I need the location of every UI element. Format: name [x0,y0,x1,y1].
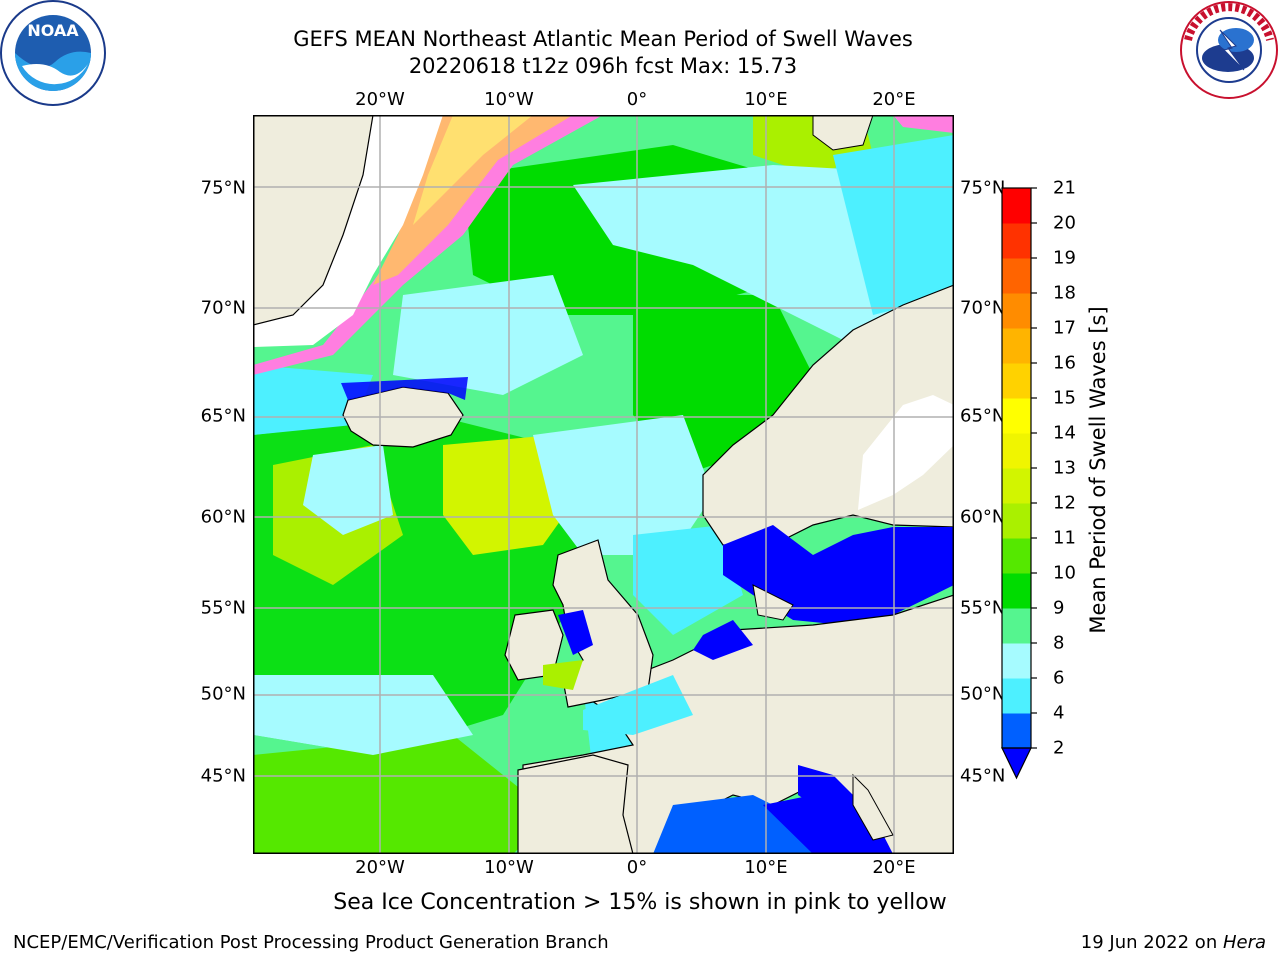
colorbar-band [1002,643,1031,679]
colorbar-tick-label: 12 [1053,492,1076,514]
lat-label-left-75n: 75°N [200,177,246,199]
lat-label-right-45n: 45°N [960,765,1006,787]
lat-label-left-70n: 70°N [200,297,246,319]
colorbar-band [1002,573,1031,609]
colorbar-tick-label: 18 [1053,282,1076,304]
colorbar-tick-label: 17 [1053,317,1076,339]
colorbar-band [1002,398,1031,434]
colorbar-band [1002,678,1031,714]
colorbar-band [1002,538,1031,574]
colorbar-tick-label: 10 [1053,562,1076,584]
colorbar-tick-label: 4 [1053,702,1065,724]
colorbar-band [1002,328,1031,364]
lat-label-left-60n: 60°N [200,506,246,528]
lon-label-bottom-10e: 10°E [744,857,788,878]
nws-logo [1180,1,1278,99]
sea-ice-note: Sea Ice Concentration > 15% is shown in … [333,890,947,915]
colorbar-band [1002,363,1031,399]
credit-line: NCEP/EMC/Verification Post Processing Pr… [13,932,609,953]
colorbar-band [1002,223,1031,259]
noaa-logo: NOAA [0,0,106,106]
lon-label-bottom-0: 0° [626,857,648,878]
run-date: 19 Jun 2022 on Hera [1081,932,1266,953]
colorbar-tick-label: 21 [1053,177,1076,199]
colorbar-band [1002,293,1031,329]
lon-label-top-20w: 20°W [355,89,405,110]
lon-label-bottom-10w: 10°W [484,857,534,878]
colorbar [1001,187,1037,780]
lat-label-left-55n: 55°N [200,597,246,619]
colorbar-extend-arrow [1001,747,1032,780]
lon-label-bottom-20w: 20°W [355,857,405,878]
lat-label-right-55n: 55°N [960,597,1006,619]
swell-period-map [253,115,954,854]
colorbar-tick-label: 8 [1053,632,1065,654]
lat-label-left-65n: 65°N [200,405,246,427]
plot-subtitle: 20220618 t12z 096h fcst Max: 15.73 [408,54,798,78]
lat-label-left-50n: 50°N [200,683,246,705]
colorbar-band [1002,258,1031,294]
lat-label-right-50n: 50°N [960,683,1006,705]
colorbar-band [1002,713,1031,749]
lat-label-right-60n: 60°N [960,506,1006,528]
colorbar-band [1002,468,1031,504]
colorbar-band [1002,608,1031,644]
lat-label-right-75n: 75°N [960,177,1006,199]
colorbar-title: Mean Period of Swell Waves [s] [1086,306,1110,634]
colorbar-tick-label: 13 [1053,457,1076,479]
colorbar-band [1002,188,1031,224]
colorbar-tick-label: 16 [1053,352,1076,374]
lat-label-left-45n: 45°N [200,765,246,787]
lon-label-top-10e: 10°E [744,89,788,110]
colorbar-tick-label: 19 [1053,247,1076,269]
plot-title: GEFS MEAN Northeast Atlantic Mean Period… [293,27,913,51]
lon-label-top-10w: 10°W [484,89,534,110]
colorbar-tick-label: 6 [1053,667,1065,689]
colorbar-tick-label: 14 [1053,422,1076,444]
machine-name: Hera [1222,932,1266,953]
colorbar-tick-label: 20 [1053,212,1076,234]
lon-label-top-0: 0° [626,89,648,110]
run-date-text: 19 Jun 2022 on [1080,932,1223,953]
lat-label-right-65n: 65°N [960,405,1006,427]
colorbar-band [1002,503,1031,539]
colorbar-tick-label: 2 [1053,737,1065,759]
lon-label-bottom-20e: 20°E [872,857,916,878]
colorbar-tick-label: 9 [1053,597,1065,619]
noaa-logo-text: NOAA [27,21,79,40]
lon-label-top-20e: 20°E [872,89,916,110]
lat-label-right-70n: 70°N [960,297,1006,319]
colorbar-tick-label: 15 [1053,387,1076,409]
colorbar-tick-label: 11 [1053,527,1076,549]
colorbar-band [1002,433,1031,469]
